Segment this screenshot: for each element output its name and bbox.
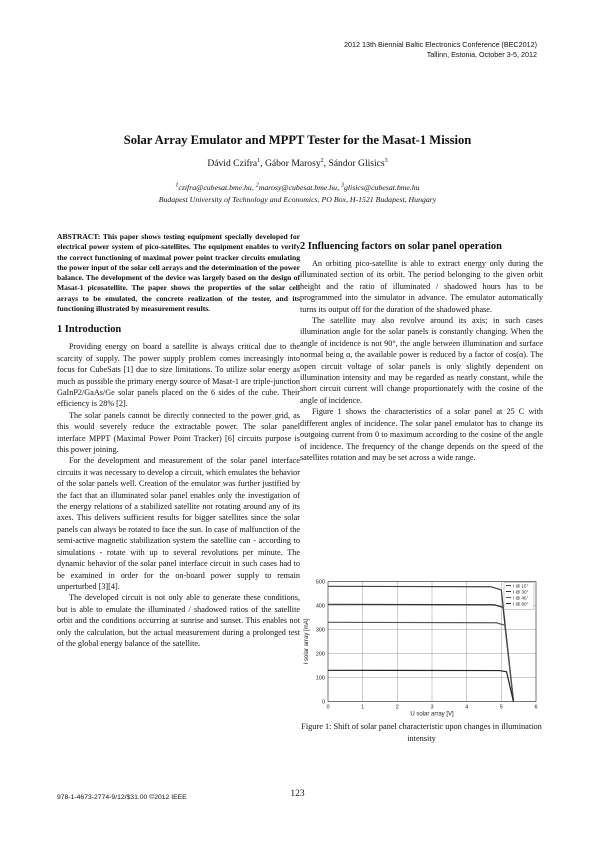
paragraph: The developed circuit is not only able t… bbox=[57, 593, 300, 648]
email-sup: 2 bbox=[255, 182, 259, 189]
legend-box bbox=[503, 582, 535, 610]
conference-location: Tallinn, Estonia, October 3-5, 2012 bbox=[426, 49, 537, 59]
author-sup: 2 bbox=[320, 157, 324, 164]
paragraph: An orbiting pico-satellite is able to ex… bbox=[300, 259, 543, 314]
author-name: Sándor Glisics bbox=[328, 158, 385, 169]
y-axis-label: I solar array [mA] bbox=[304, 618, 310, 664]
running-header: 2012 13th Biennial Baltic Electronics Co… bbox=[344, 40, 537, 59]
y-tick-label: 500 bbox=[316, 580, 325, 586]
right-column: 2 Influencing factors on solar panel ope… bbox=[300, 240, 543, 463]
paragraph: The satellite may also revolve around it… bbox=[300, 316, 543, 405]
paragraph: For the development and measurement of t… bbox=[57, 456, 300, 591]
y-tick-label: 300 bbox=[316, 628, 325, 634]
x-tick-label: 6 bbox=[534, 705, 537, 711]
affiliation: Budapest University of Technology and Ec… bbox=[158, 195, 437, 204]
series-line bbox=[327, 621, 515, 702]
author-emails: 1czifra@cubesat.bme.hu, 2marosy@cubesat.… bbox=[0, 182, 595, 192]
author-sep: , bbox=[260, 158, 265, 169]
paragraph: The solar panels cannot be directly conn… bbox=[57, 410, 300, 455]
legend-label: I @ 30° bbox=[513, 590, 529, 595]
conference-name: 2012 13th Biennial Baltic Electronics Co… bbox=[344, 40, 537, 49]
author-name: Dávid Czifra bbox=[207, 158, 258, 169]
plot-frame bbox=[327, 581, 537, 702]
x-tick-label: 5 bbox=[500, 705, 503, 711]
author-name: Gábor Marosy bbox=[264, 158, 321, 169]
series-line bbox=[327, 669, 515, 702]
legend-label: I @ 60° bbox=[513, 602, 529, 607]
author-sup: 1 bbox=[257, 157, 261, 164]
y-tick-label: 0 bbox=[322, 700, 325, 706]
email-address: czifra@cubesat.bme.hu, bbox=[178, 183, 256, 192]
email-sup: 1 bbox=[175, 182, 179, 189]
section-heading: 2 Influencing factors on solar panel ope… bbox=[300, 241, 502, 252]
legend-label: I @ 15° bbox=[513, 584, 529, 589]
author-sup: 3 bbox=[384, 157, 388, 164]
paragraph: Providing energy on board a satellite is… bbox=[57, 342, 300, 409]
x-tick-label: 1 bbox=[361, 705, 364, 711]
x-axis-label: U solar array [V] bbox=[410, 712, 454, 718]
abstract: ABSTRACT: This paper shows testing equip… bbox=[57, 232, 300, 314]
left-column: ABSTRACT: This paper shows testing equip… bbox=[57, 232, 300, 649]
email-sup: 3 bbox=[340, 182, 344, 189]
paragraph: Figure 1 shows the characteristics of a … bbox=[300, 407, 543, 462]
y-tick-label: 400 bbox=[316, 604, 325, 610]
legend-label: I @ 45° bbox=[513, 596, 529, 601]
series-line bbox=[327, 603, 515, 702]
x-tick-label: 3 bbox=[430, 705, 433, 711]
isbn-footer: 978-1-4673-2774-9/12/$31.00 ©2012 IEEE bbox=[57, 794, 187, 801]
section-heading: 1 Introduction bbox=[57, 324, 122, 336]
author-list: Dávid Czifra1, Gábor Marosy2, Sándor Gli… bbox=[0, 158, 595, 169]
x-tick-label: 4 bbox=[465, 705, 468, 711]
author-sep: , bbox=[323, 158, 329, 169]
y-tick-label: 100 bbox=[316, 676, 325, 682]
y-tick-label: 200 bbox=[316, 652, 325, 658]
x-tick-label: 0 bbox=[326, 705, 329, 711]
figure-caption: Figure 1: Shift of solar panel character… bbox=[301, 722, 542, 743]
series-line bbox=[327, 585, 515, 702]
x-tick-label: 2 bbox=[396, 705, 399, 711]
email-address: glisics@cubesat.bme.hu bbox=[343, 183, 420, 192]
email-address: marosy@cubesat.bme.hu, bbox=[258, 183, 341, 192]
page-number: 123 bbox=[290, 789, 305, 799]
paper-title: Solar Array Emulator and MPPT Tester for… bbox=[123, 133, 472, 147]
